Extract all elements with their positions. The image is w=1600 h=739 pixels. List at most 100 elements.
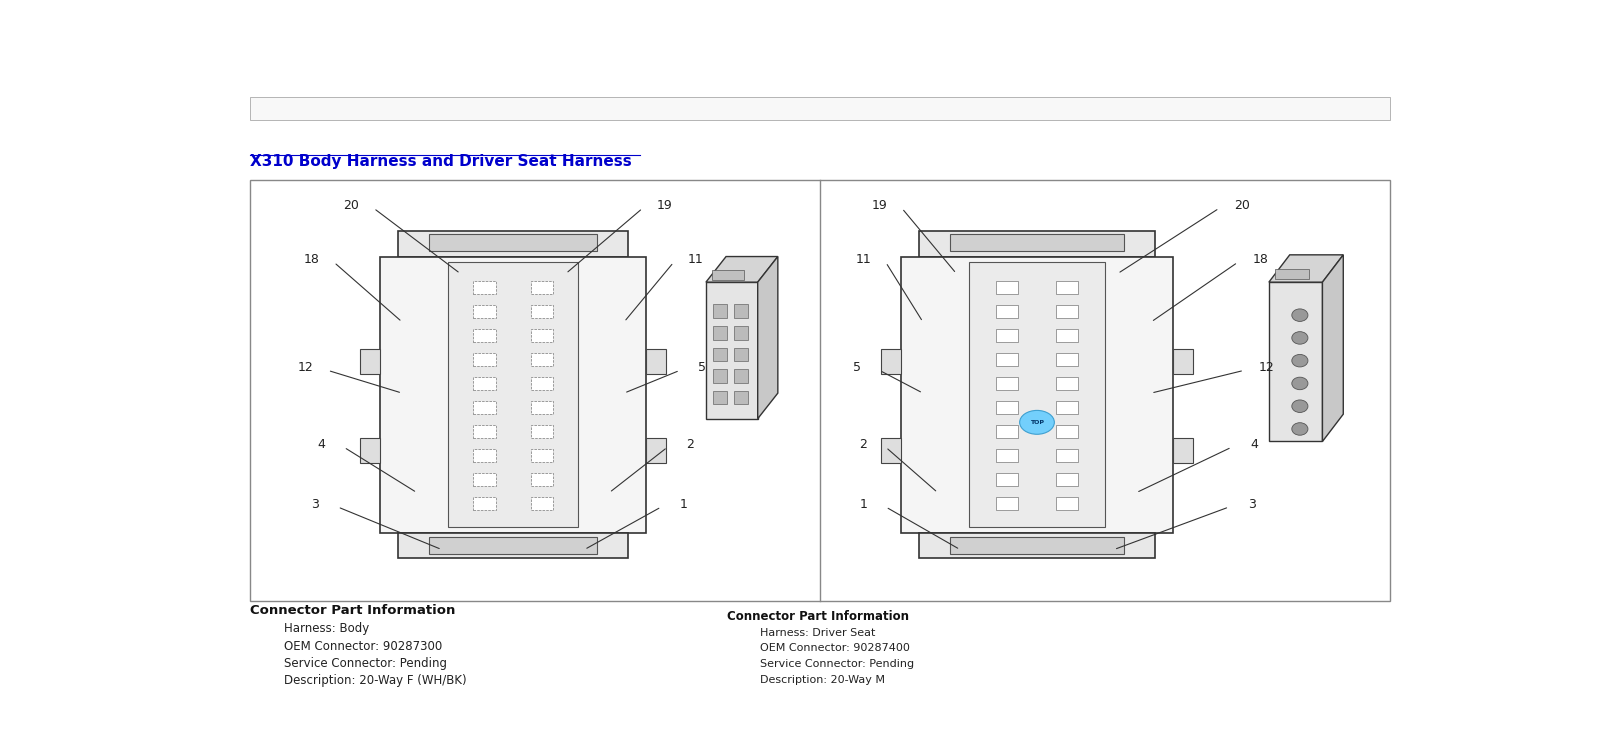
Bar xyxy=(995,281,1018,293)
Text: 5: 5 xyxy=(853,361,861,374)
Polygon shape xyxy=(901,256,1173,533)
Bar xyxy=(734,370,749,383)
Polygon shape xyxy=(706,256,778,282)
Bar xyxy=(474,281,496,293)
Bar xyxy=(734,347,749,361)
Text: Service Connector: Pending: Service Connector: Pending xyxy=(285,656,448,670)
Text: 1: 1 xyxy=(859,497,867,511)
Text: 11: 11 xyxy=(856,253,872,266)
Bar xyxy=(714,370,726,383)
Bar xyxy=(970,262,1106,527)
Bar xyxy=(474,304,496,318)
Bar xyxy=(1056,473,1078,486)
Ellipse shape xyxy=(1019,410,1054,435)
Bar xyxy=(995,353,1018,366)
Bar xyxy=(880,350,901,375)
Text: TOP: TOP xyxy=(1030,420,1043,425)
Text: 3: 3 xyxy=(312,497,320,511)
Ellipse shape xyxy=(1291,377,1307,389)
Polygon shape xyxy=(918,231,1155,256)
Bar xyxy=(448,262,578,527)
Bar xyxy=(734,304,749,318)
Bar xyxy=(995,497,1018,510)
Bar xyxy=(714,304,726,318)
Bar xyxy=(714,326,726,340)
Polygon shape xyxy=(950,537,1123,554)
Bar xyxy=(712,270,744,280)
Text: 20: 20 xyxy=(344,199,360,212)
Polygon shape xyxy=(429,537,597,554)
Polygon shape xyxy=(379,256,646,533)
Bar xyxy=(1275,269,1309,279)
Bar xyxy=(250,180,1390,601)
Bar xyxy=(1056,304,1078,318)
Text: 18: 18 xyxy=(304,253,320,266)
Bar xyxy=(995,377,1018,390)
Text: Service Connector: Pending: Service Connector: Pending xyxy=(760,659,915,670)
Bar xyxy=(474,449,496,462)
Ellipse shape xyxy=(1291,400,1307,412)
Polygon shape xyxy=(1269,255,1344,282)
Text: 1: 1 xyxy=(680,497,688,511)
Bar xyxy=(995,473,1018,486)
Bar xyxy=(531,281,554,293)
Bar xyxy=(646,437,666,463)
Text: Harness: Driver Seat: Harness: Driver Seat xyxy=(760,627,875,638)
Ellipse shape xyxy=(1291,355,1307,367)
Bar xyxy=(474,497,496,510)
Bar xyxy=(360,350,379,375)
Bar xyxy=(474,473,496,486)
Polygon shape xyxy=(950,234,1123,251)
Bar xyxy=(531,425,554,438)
Bar xyxy=(1056,353,1078,366)
Ellipse shape xyxy=(1291,332,1307,344)
Bar xyxy=(1056,497,1078,510)
Bar xyxy=(1056,449,1078,462)
Text: 2: 2 xyxy=(859,437,867,451)
Text: 20: 20 xyxy=(1234,199,1250,212)
Bar xyxy=(995,329,1018,342)
Bar xyxy=(1173,350,1194,375)
Ellipse shape xyxy=(1291,309,1307,321)
Text: 18: 18 xyxy=(1253,253,1269,266)
Text: 19: 19 xyxy=(658,199,674,212)
Text: 4: 4 xyxy=(317,437,325,451)
Text: Connector Part Information: Connector Part Information xyxy=(250,605,454,617)
Bar xyxy=(1056,329,1078,342)
Text: 2: 2 xyxy=(686,437,694,451)
Bar xyxy=(474,425,496,438)
Bar xyxy=(734,391,749,404)
Polygon shape xyxy=(1323,255,1344,441)
Text: X310 Body Harness and Driver Seat Harness: X310 Body Harness and Driver Seat Harnes… xyxy=(250,154,632,169)
Bar xyxy=(531,473,554,486)
Text: 4: 4 xyxy=(1250,437,1258,451)
Text: OEM Connector: 90287400: OEM Connector: 90287400 xyxy=(760,644,910,653)
Bar xyxy=(531,304,554,318)
Bar xyxy=(995,425,1018,438)
Bar xyxy=(1056,377,1078,390)
Polygon shape xyxy=(429,234,597,251)
Text: OEM Connector: 90287300: OEM Connector: 90287300 xyxy=(285,639,443,653)
Text: Harness: Body: Harness: Body xyxy=(285,622,370,636)
Bar xyxy=(1056,401,1078,414)
Bar xyxy=(531,377,554,390)
Bar xyxy=(531,329,554,342)
Polygon shape xyxy=(918,533,1155,558)
Text: 19: 19 xyxy=(872,199,888,212)
Bar xyxy=(714,347,726,361)
Text: Connector Part Information: Connector Part Information xyxy=(726,610,909,624)
Bar xyxy=(1173,437,1194,463)
Bar xyxy=(360,437,379,463)
Bar xyxy=(734,326,749,340)
Bar xyxy=(531,353,554,366)
Bar xyxy=(531,497,554,510)
Bar xyxy=(474,329,496,342)
Text: 5: 5 xyxy=(698,361,706,374)
Text: Description: 20-Way F (WH/BK): Description: 20-Way F (WH/BK) xyxy=(285,674,467,687)
Bar xyxy=(474,377,496,390)
Bar xyxy=(995,304,1018,318)
Text: 12: 12 xyxy=(298,361,314,374)
Text: 12: 12 xyxy=(1259,361,1274,374)
Bar xyxy=(995,449,1018,462)
Bar xyxy=(995,401,1018,414)
